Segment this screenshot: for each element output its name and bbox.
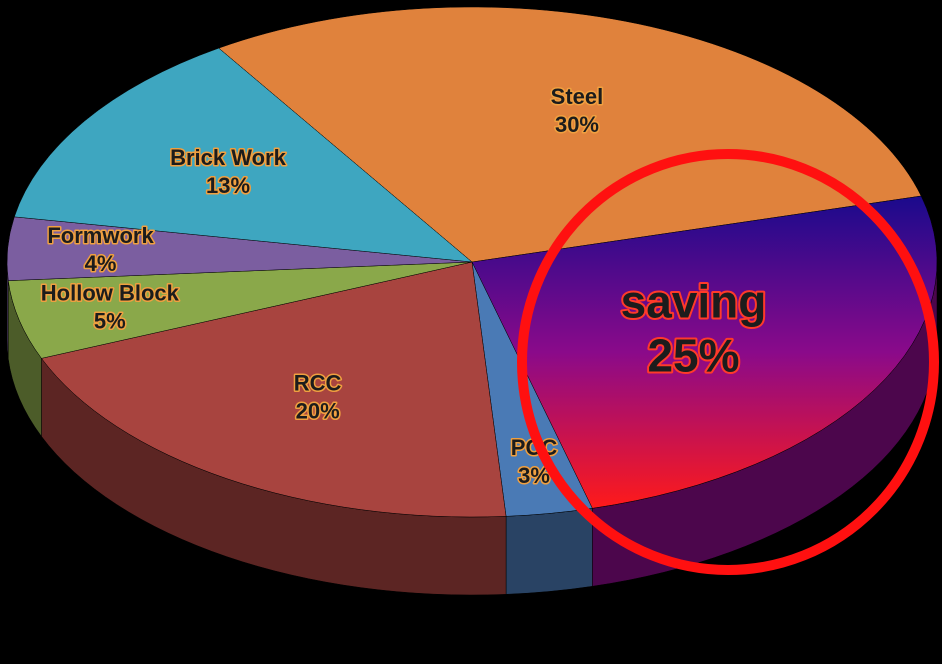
slice xyxy=(14,47,473,263)
pie-tops xyxy=(6,6,938,518)
slice xyxy=(471,195,938,509)
slice xyxy=(7,261,473,359)
slice-value-label: 20% xyxy=(296,398,340,423)
slice-label: RCC xyxy=(294,370,342,395)
highlight-circle xyxy=(517,149,939,575)
slice-label: saving xyxy=(621,275,767,327)
slice-label: Steel xyxy=(551,84,604,109)
slice xyxy=(41,261,507,518)
slice-label: Formwork xyxy=(47,223,154,248)
slice-value-label: 5% xyxy=(94,308,126,333)
slice-value-label: 4% xyxy=(85,251,117,276)
slice-value-label: 13% xyxy=(206,173,250,198)
slice-value-label: 25% xyxy=(647,329,739,381)
slice-value-label: 30% xyxy=(555,112,599,137)
slice-label: Hollow Block xyxy=(41,280,180,305)
pie-sides xyxy=(6,261,938,596)
slice xyxy=(218,6,922,263)
slice-side xyxy=(505,508,593,595)
slice-value-label: 3% xyxy=(518,463,550,488)
slice-label: Brick Work xyxy=(170,145,287,170)
